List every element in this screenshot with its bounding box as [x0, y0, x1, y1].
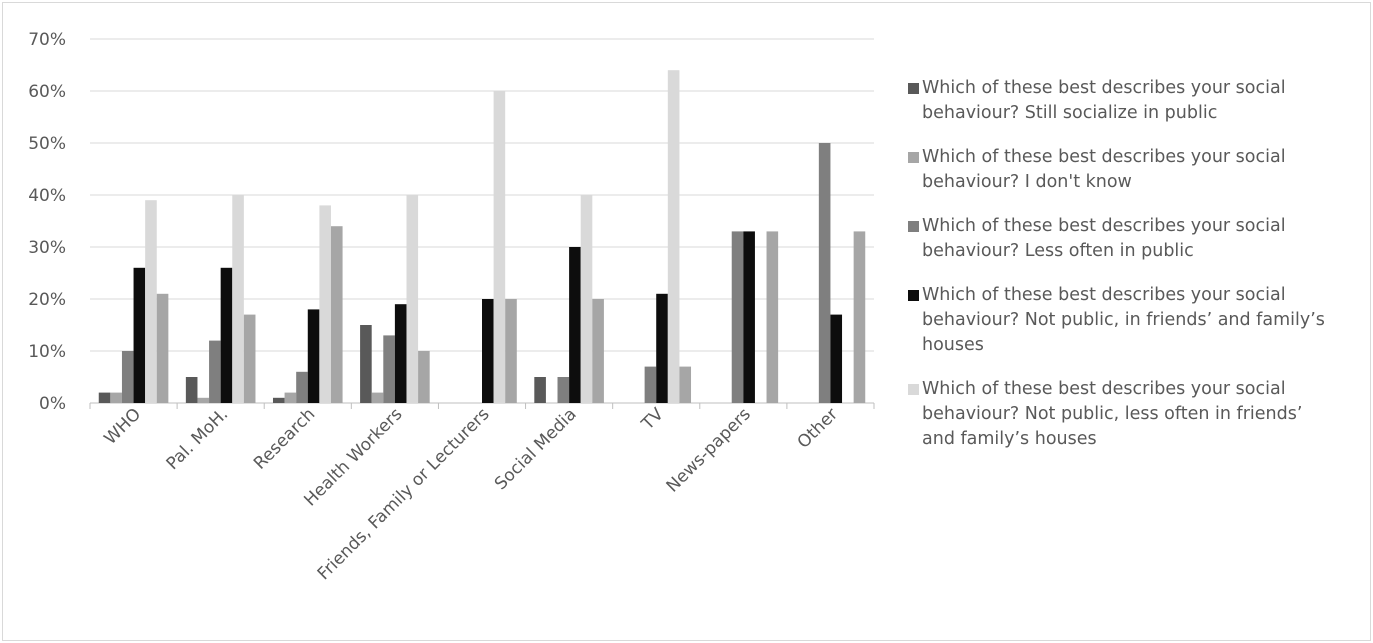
legend-label: Which of these best describes your socia… — [922, 285, 1325, 355]
y-tick-label: 10% — [28, 342, 66, 362]
x-tick-label: Other — [794, 404, 842, 452]
x-tick-label: Social Media — [491, 404, 581, 494]
bar — [220, 267, 233, 403]
y-tick-label: 30% — [28, 238, 66, 258]
legend-label: Which of these best describes your socia… — [922, 379, 1303, 449]
bar — [272, 397, 285, 403]
bar — [830, 314, 843, 403]
bar — [818, 143, 831, 403]
y-tick-label: 0% — [39, 394, 66, 414]
legend-label: Which of these best describes your socia… — [922, 147, 1286, 192]
y-tick-label: 60% — [28, 82, 66, 102]
legend-label: Which of these best describes your socia… — [922, 78, 1286, 123]
bar — [667, 70, 680, 403]
bar — [766, 231, 779, 403]
x-tick-label: Friends, Family or Lecturers — [314, 404, 494, 584]
legend-swatch — [908, 83, 919, 94]
bar — [383, 335, 395, 403]
legend-item: Which of these best describes your socia… — [908, 377, 1328, 452]
legend: Which of these best describes your socia… — [908, 76, 1328, 471]
bar — [98, 392, 111, 403]
bar — [656, 293, 668, 403]
legend-swatch — [908, 221, 919, 232]
bar — [145, 200, 157, 403]
y-tick-label: 40% — [28, 186, 66, 206]
bar — [644, 366, 657, 403]
y-tick-label: 70% — [28, 30, 66, 50]
legend-swatch — [908, 384, 919, 395]
bar — [330, 226, 343, 403]
legend-item: Which of these best describes your socia… — [908, 283, 1328, 358]
bar — [557, 377, 570, 403]
bar — [307, 309, 320, 403]
legend-item: Which of these best describes your socia… — [908, 214, 1328, 264]
x-tick-label: WHO — [101, 404, 146, 449]
bar — [534, 377, 546, 403]
bar — [371, 392, 384, 403]
x-tick-label: Research — [250, 404, 319, 473]
y-tick-label: 50% — [28, 134, 66, 154]
bar — [197, 397, 210, 403]
bar — [406, 195, 419, 403]
bar — [493, 91, 506, 403]
legend-swatch — [908, 290, 919, 301]
bar — [110, 392, 122, 403]
bar — [232, 195, 244, 403]
x-tick-label: Pal. MoH. — [163, 404, 233, 474]
bar — [243, 314, 256, 403]
x-tick-label: News-papers — [663, 404, 755, 496]
legend-item: Which of these best describes your socia… — [908, 76, 1328, 126]
bar — [296, 371, 308, 403]
bar — [731, 231, 744, 403]
bar — [319, 205, 331, 403]
bar — [133, 267, 146, 403]
bar — [743, 231, 755, 403]
legend-item: Which of these best describes your socia… — [908, 145, 1328, 195]
bar — [592, 299, 604, 403]
bar — [121, 351, 134, 403]
legend-label: Which of these best describes your socia… — [922, 216, 1286, 261]
x-tick-label: TV — [637, 404, 668, 435]
bar — [679, 366, 692, 403]
bar — [418, 351, 430, 403]
bar — [156, 293, 169, 403]
bar — [580, 195, 593, 403]
bar — [569, 247, 581, 403]
bar — [360, 325, 372, 403]
bar — [482, 299, 494, 403]
bar — [284, 392, 297, 403]
bar — [853, 231, 866, 403]
legend-swatch — [908, 152, 919, 163]
bar — [394, 304, 407, 403]
bar — [185, 377, 198, 403]
bar — [209, 340, 221, 403]
bar — [505, 299, 517, 403]
y-tick-label: 20% — [28, 290, 66, 310]
